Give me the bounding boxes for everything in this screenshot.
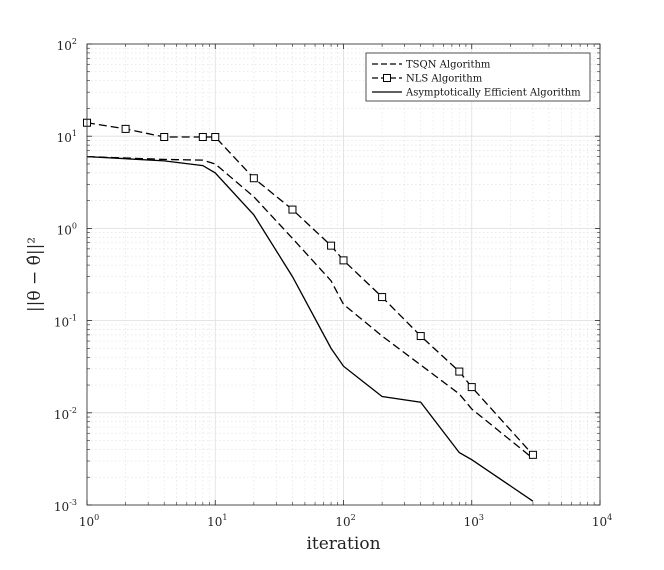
y-tick-label-exponent: -1 [69, 314, 77, 323]
series-marker [198, 133, 207, 142]
legend-label: Asymptotically Efficient Algorithm [405, 88, 581, 99]
y-tick-label-base: 10 [57, 39, 72, 53]
y-tick-label: 100 [57, 221, 77, 237]
y-axis-label: ||θ − θ̂||² [25, 237, 45, 312]
y-tick-label-exponent: 1 [72, 129, 77, 138]
x-tick-label-exponent: 0 [94, 513, 99, 522]
legend-entries: TSQN Algorithm NLS Algorithm Asymptoticall… [372, 60, 581, 99]
series-marker [327, 241, 336, 250]
legend-entry-2: Asymptotically Efficient Algorithm [372, 88, 581, 99]
series-marker [467, 383, 476, 392]
y-tick-label-exponent: 0 [72, 221, 77, 230]
legend-marker [383, 74, 391, 82]
x-tick-label-exponent: 2 [351, 513, 356, 522]
series-marker [339, 256, 348, 265]
series-marker [288, 205, 297, 214]
series-0 [86, 156, 534, 459]
x-tick-label: 104 [592, 513, 612, 529]
x-tick-label: 103 [464, 513, 484, 529]
series-1 [83, 118, 537, 459]
y-tick-label: 102 [57, 37, 77, 53]
x-tick-label-exponent: 1 [222, 513, 227, 522]
series-line [86, 156, 534, 502]
legend-box [365, 52, 591, 102]
series-marker [378, 293, 387, 302]
x-tick-label-exponent: 3 [479, 513, 484, 522]
y-tick-label: 101 [57, 129, 77, 145]
x-tick-label-base: 10 [79, 515, 94, 529]
y-tick-label: 10-3 [54, 498, 77, 514]
x-tick-label-base: 10 [592, 515, 607, 529]
series-marker [416, 332, 425, 341]
axis-ticks [86, 43, 601, 506]
legend: TSQN Algorithm NLS Algorithm Asymptoticall… [365, 52, 591, 102]
x-axis-label: iteration [306, 534, 380, 554]
y-tick-label-exponent: 2 [72, 37, 77, 46]
series-marker [249, 174, 258, 183]
x-tick-label-exponent: 4 [607, 513, 612, 522]
y-tick-label-base: 10 [54, 316, 69, 330]
series-marker [528, 450, 537, 459]
series-marker [121, 124, 130, 133]
series-line [86, 122, 534, 456]
series-layer [83, 118, 537, 502]
legend-label: TSQN Algorithm [406, 60, 491, 71]
y-tick-label: 10-1 [54, 314, 77, 330]
y-tick-label-base: 10 [57, 131, 72, 145]
series-2 [86, 156, 534, 502]
legend-entry-0: TSQN Algorithm [372, 60, 491, 71]
x-tick-label: 100 [79, 513, 99, 529]
x-tick-label-base: 10 [207, 515, 222, 529]
legend-entry-1: NLS Algorithm [372, 74, 483, 85]
y-tick-label: 10-2 [54, 406, 77, 422]
y-tick-label-exponent: -2 [69, 406, 77, 415]
series-line [86, 156, 534, 459]
x-tick-label: 101 [207, 513, 227, 529]
series-marker [211, 133, 220, 142]
series-marker [455, 367, 464, 376]
series-marker [160, 133, 169, 142]
y-tick-label-exponent: -3 [69, 498, 77, 507]
y-tick-label-base: 10 [54, 500, 69, 514]
x-tick-label-base: 10 [464, 515, 479, 529]
x-tick-label-base: 10 [335, 515, 350, 529]
legend-label: NLS Algorithm [406, 74, 483, 85]
y-tick-label-base: 10 [57, 223, 72, 237]
y-tick-label-base: 10 [54, 408, 69, 422]
x-tick-label: 102 [335, 513, 355, 529]
